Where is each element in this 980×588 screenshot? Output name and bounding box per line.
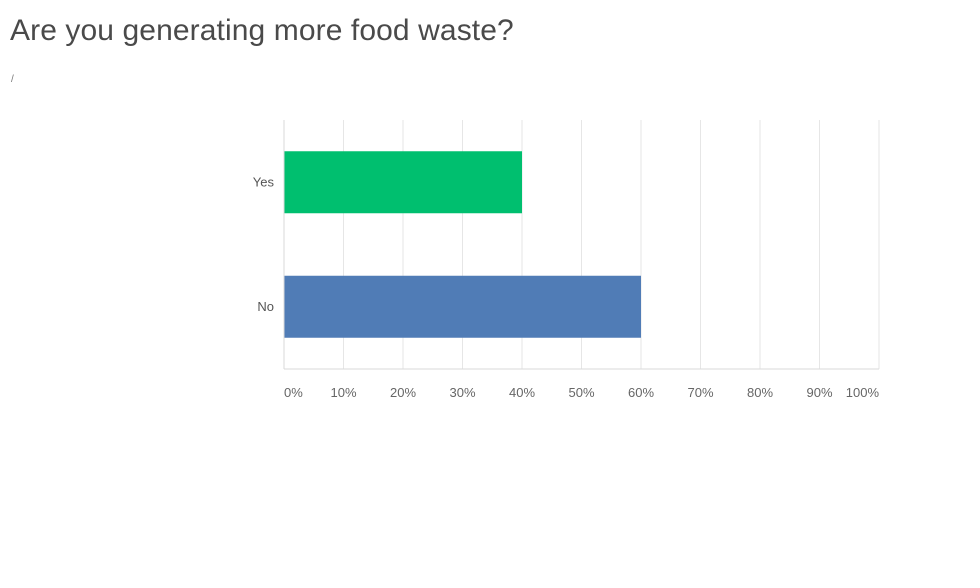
x-tick-label: 60%: [628, 385, 654, 400]
x-tick-label: 80%: [747, 385, 773, 400]
x-tick-labels: 0% 10% 20% 30% 40% 50% 60% 70% 80% 90% 100%: [284, 385, 879, 400]
category-label-yes: Yes: [253, 174, 275, 189]
bars: [284, 151, 641, 338]
axes: [283, 120, 879, 370]
x-tick-label: 100%: [846, 385, 880, 400]
bar-yes: [284, 151, 522, 214]
bar-no: [284, 275, 641, 338]
x-tick-label: 10%: [330, 385, 356, 400]
x-tick-label: 90%: [806, 385, 832, 400]
x-tick-label: 50%: [568, 385, 594, 400]
category-label-no: No: [257, 299, 274, 314]
x-tick-label: 0%: [284, 385, 303, 400]
chart-subtitle: /: [11, 74, 14, 85]
x-tick-label: 30%: [449, 385, 475, 400]
x-tick-label: 20%: [390, 385, 416, 400]
x-tick-label: 40%: [509, 385, 535, 400]
chart-title: Are you generating more food waste?: [10, 14, 514, 47]
y-category-labels: Yes No: [253, 174, 275, 314]
x-tick-label: 70%: [687, 385, 713, 400]
